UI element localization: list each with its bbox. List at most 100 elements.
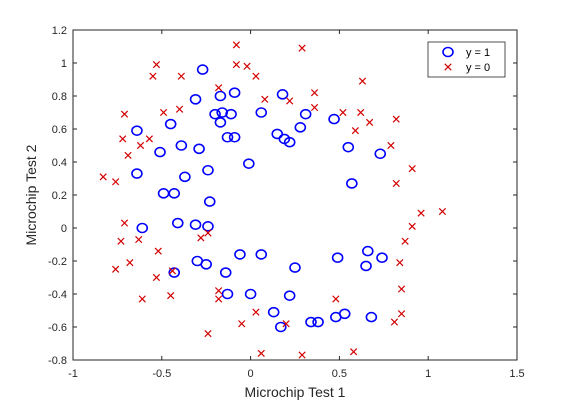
- x-tick-labels: -1 -0.5 0 0.5 1 1.5: [68, 368, 525, 380]
- data-point-y1: [276, 89, 289, 100]
- data-point-y0: [215, 295, 223, 303]
- data-point-y0: [152, 273, 161, 282]
- y-tick-label: 0: [61, 223, 67, 235]
- data-point-y1: [342, 141, 355, 153]
- data-point-y0: [204, 329, 212, 338]
- data-point-y0: [310, 89, 319, 97]
- legend-box: [427, 41, 506, 78]
- data-point-y0: [177, 72, 185, 80]
- data-point-y0: [111, 178, 120, 186]
- data-point-y1: [175, 140, 188, 151]
- data-point-y0: [332, 295, 340, 303]
- data-point-y1: [283, 290, 296, 301]
- y-tick-label: -0.2: [48, 256, 67, 268]
- x-tick-label: -0.5: [152, 368, 171, 380]
- data-point-y1: [214, 90, 227, 102]
- data-point-y0: [232, 61, 241, 69]
- data-point-y1: [221, 131, 234, 143]
- y-tick-label: 1: [61, 58, 67, 70]
- data-point-y0: [111, 265, 120, 273]
- data-point-y1: [283, 136, 296, 148]
- data-point-y1: [362, 245, 374, 257]
- data-point-y0: [159, 108, 168, 117]
- data-point-y1: [346, 178, 358, 189]
- data-point-y0: [257, 349, 265, 358]
- x-tick-label: -1: [68, 368, 78, 380]
- legend-circle-marker: [442, 46, 454, 58]
- y-tick-label: -0.4: [48, 289, 67, 301]
- data-point-y0: [397, 310, 406, 318]
- data-point-y0: [252, 308, 260, 316]
- data-point-y1: [200, 258, 212, 270]
- data-point-y1: [228, 131, 241, 143]
- data-point-y1: [267, 306, 280, 318]
- legend-marker-y1: [442, 46, 454, 58]
- data-point-y0: [154, 247, 162, 255]
- data-point-y0: [232, 41, 241, 49]
- data-point-y0: [152, 61, 161, 69]
- data-point-y0: [365, 118, 374, 127]
- y-tick-label: 0.6: [52, 124, 67, 136]
- data-point-y1: [360, 260, 372, 272]
- data-point-y0: [167, 292, 175, 300]
- data-point-y0: [298, 351, 306, 359]
- data-point-y0: [99, 173, 107, 181]
- data-point-y1: [214, 117, 227, 128]
- data-point-y0: [392, 115, 400, 123]
- x-tick-label: 1: [425, 368, 431, 380]
- data-point-y1: [189, 94, 202, 105]
- data-point-y0: [145, 135, 153, 143]
- data-point-y1: [131, 168, 143, 179]
- data-point-y1: [312, 316, 324, 328]
- data-point-y0: [243, 62, 251, 70]
- data-point-y1: [244, 288, 257, 300]
- data-point-y0: [310, 103, 319, 112]
- data-point-y0: [351, 127, 360, 135]
- y-tick-label: 0.8: [52, 91, 67, 103]
- y-axis-title: Microchip Test 2: [23, 144, 39, 245]
- data-point-y0: [215, 287, 223, 295]
- data-point-y0: [175, 105, 184, 113]
- data-point-y0: [282, 320, 290, 328]
- data-point-y0: [120, 219, 129, 227]
- data-point-y1: [243, 158, 255, 169]
- data-point-y0: [126, 259, 134, 267]
- data-point-y1: [154, 146, 166, 158]
- data-point-y0: [396, 259, 404, 267]
- data-point-y0: [392, 179, 400, 188]
- data-point-y1: [234, 249, 246, 260]
- data-point-y0: [261, 95, 269, 103]
- data-point-y1: [255, 249, 268, 260]
- data-point-y1: [328, 113, 340, 125]
- data-point-y0: [390, 318, 399, 326]
- data-point-y0: [438, 207, 447, 216]
- y-tick-label: 0.2: [52, 190, 67, 202]
- data-point-y1: [196, 64, 209, 75]
- data-point-y0: [252, 72, 260, 80]
- data-point-y0: [408, 164, 416, 173]
- data-point-y0: [238, 320, 246, 328]
- data-point-y1: [171, 217, 184, 229]
- y-tick-label: 0.4: [52, 157, 67, 169]
- data-point-y1: [219, 267, 232, 278]
- data-point-y1: [228, 87, 241, 98]
- data-point-y0: [135, 235, 143, 244]
- data-point-y1: [365, 311, 378, 323]
- y-tick-label: 1.2: [52, 25, 67, 37]
- data-point-y1: [168, 267, 181, 278]
- legend-x-marker: [444, 63, 452, 71]
- data-point-y1: [289, 262, 301, 273]
- axis-ticks: [72, 29, 518, 361]
- data-point-y1: [136, 222, 149, 234]
- data-point-y0: [286, 97, 294, 105]
- data-point-y0: [168, 267, 177, 275]
- data-point-y0: [138, 295, 146, 303]
- data-point-y0: [357, 108, 365, 117]
- data-point-y0: [397, 285, 406, 293]
- legend: y = 1 y = 0: [427, 41, 506, 78]
- data-point-y1: [305, 316, 317, 328]
- y-tick-labels: -0.8 -0.6 -0.4 -0.2 0 0.2 0.4 0.6 0.8 1 1.2: [48, 25, 67, 367]
- x-tick-label: 0.5: [332, 368, 347, 380]
- data-point-y1: [189, 219, 202, 230]
- data-point-y1: [216, 107, 228, 118]
